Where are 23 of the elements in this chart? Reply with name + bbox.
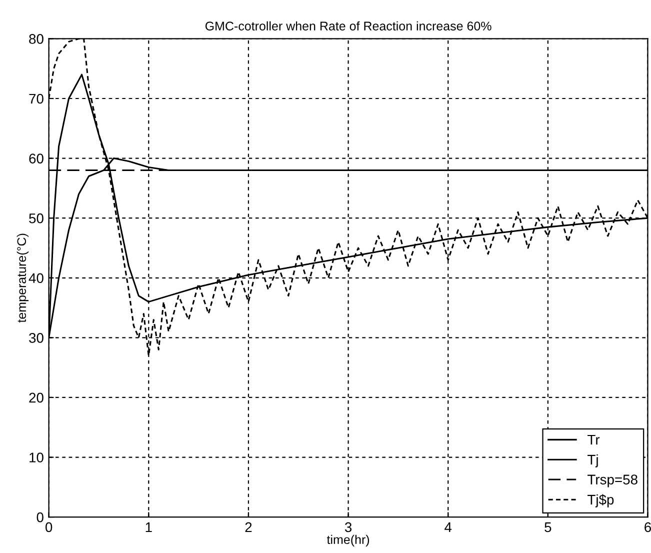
y-tick-label: 50 <box>29 213 44 224</box>
x-tick-label: 2 <box>245 522 252 532</box>
y-tick-label: 60 <box>29 154 44 164</box>
x-tick-label: 0 <box>46 522 52 532</box>
y-tick-label: 80 <box>29 34 44 44</box>
y-tick-label: 70 <box>29 94 44 104</box>
x-tick-label: 5 <box>544 522 552 532</box>
y-tick-label: 0 <box>36 512 44 522</box>
y-tick-label: 10 <box>30 452 44 462</box>
y-tick-label: 40 <box>28 273 44 284</box>
y-axis-title: temperature(°C) <box>16 234 29 323</box>
x-tick-label: 6 <box>644 522 651 532</box>
chart-title: GMC-cotroller when Rate of Reaction increase 60% <box>205 21 492 30</box>
x-tick-label: 3 <box>344 522 352 532</box>
legend-label: Tj <box>588 454 598 468</box>
x-tick-label: 1 <box>146 522 152 532</box>
x-axis-title: time(hr) <box>326 534 370 547</box>
legend-label: Trsp=58 <box>588 474 638 488</box>
x-tick-label: 4 <box>444 522 452 532</box>
legend-label: Tj$p <box>588 494 614 508</box>
y-tick-label: 20 <box>29 392 44 403</box>
y-tick-label: 30 <box>29 333 44 343</box>
legend-label: Tr <box>588 435 600 445</box>
